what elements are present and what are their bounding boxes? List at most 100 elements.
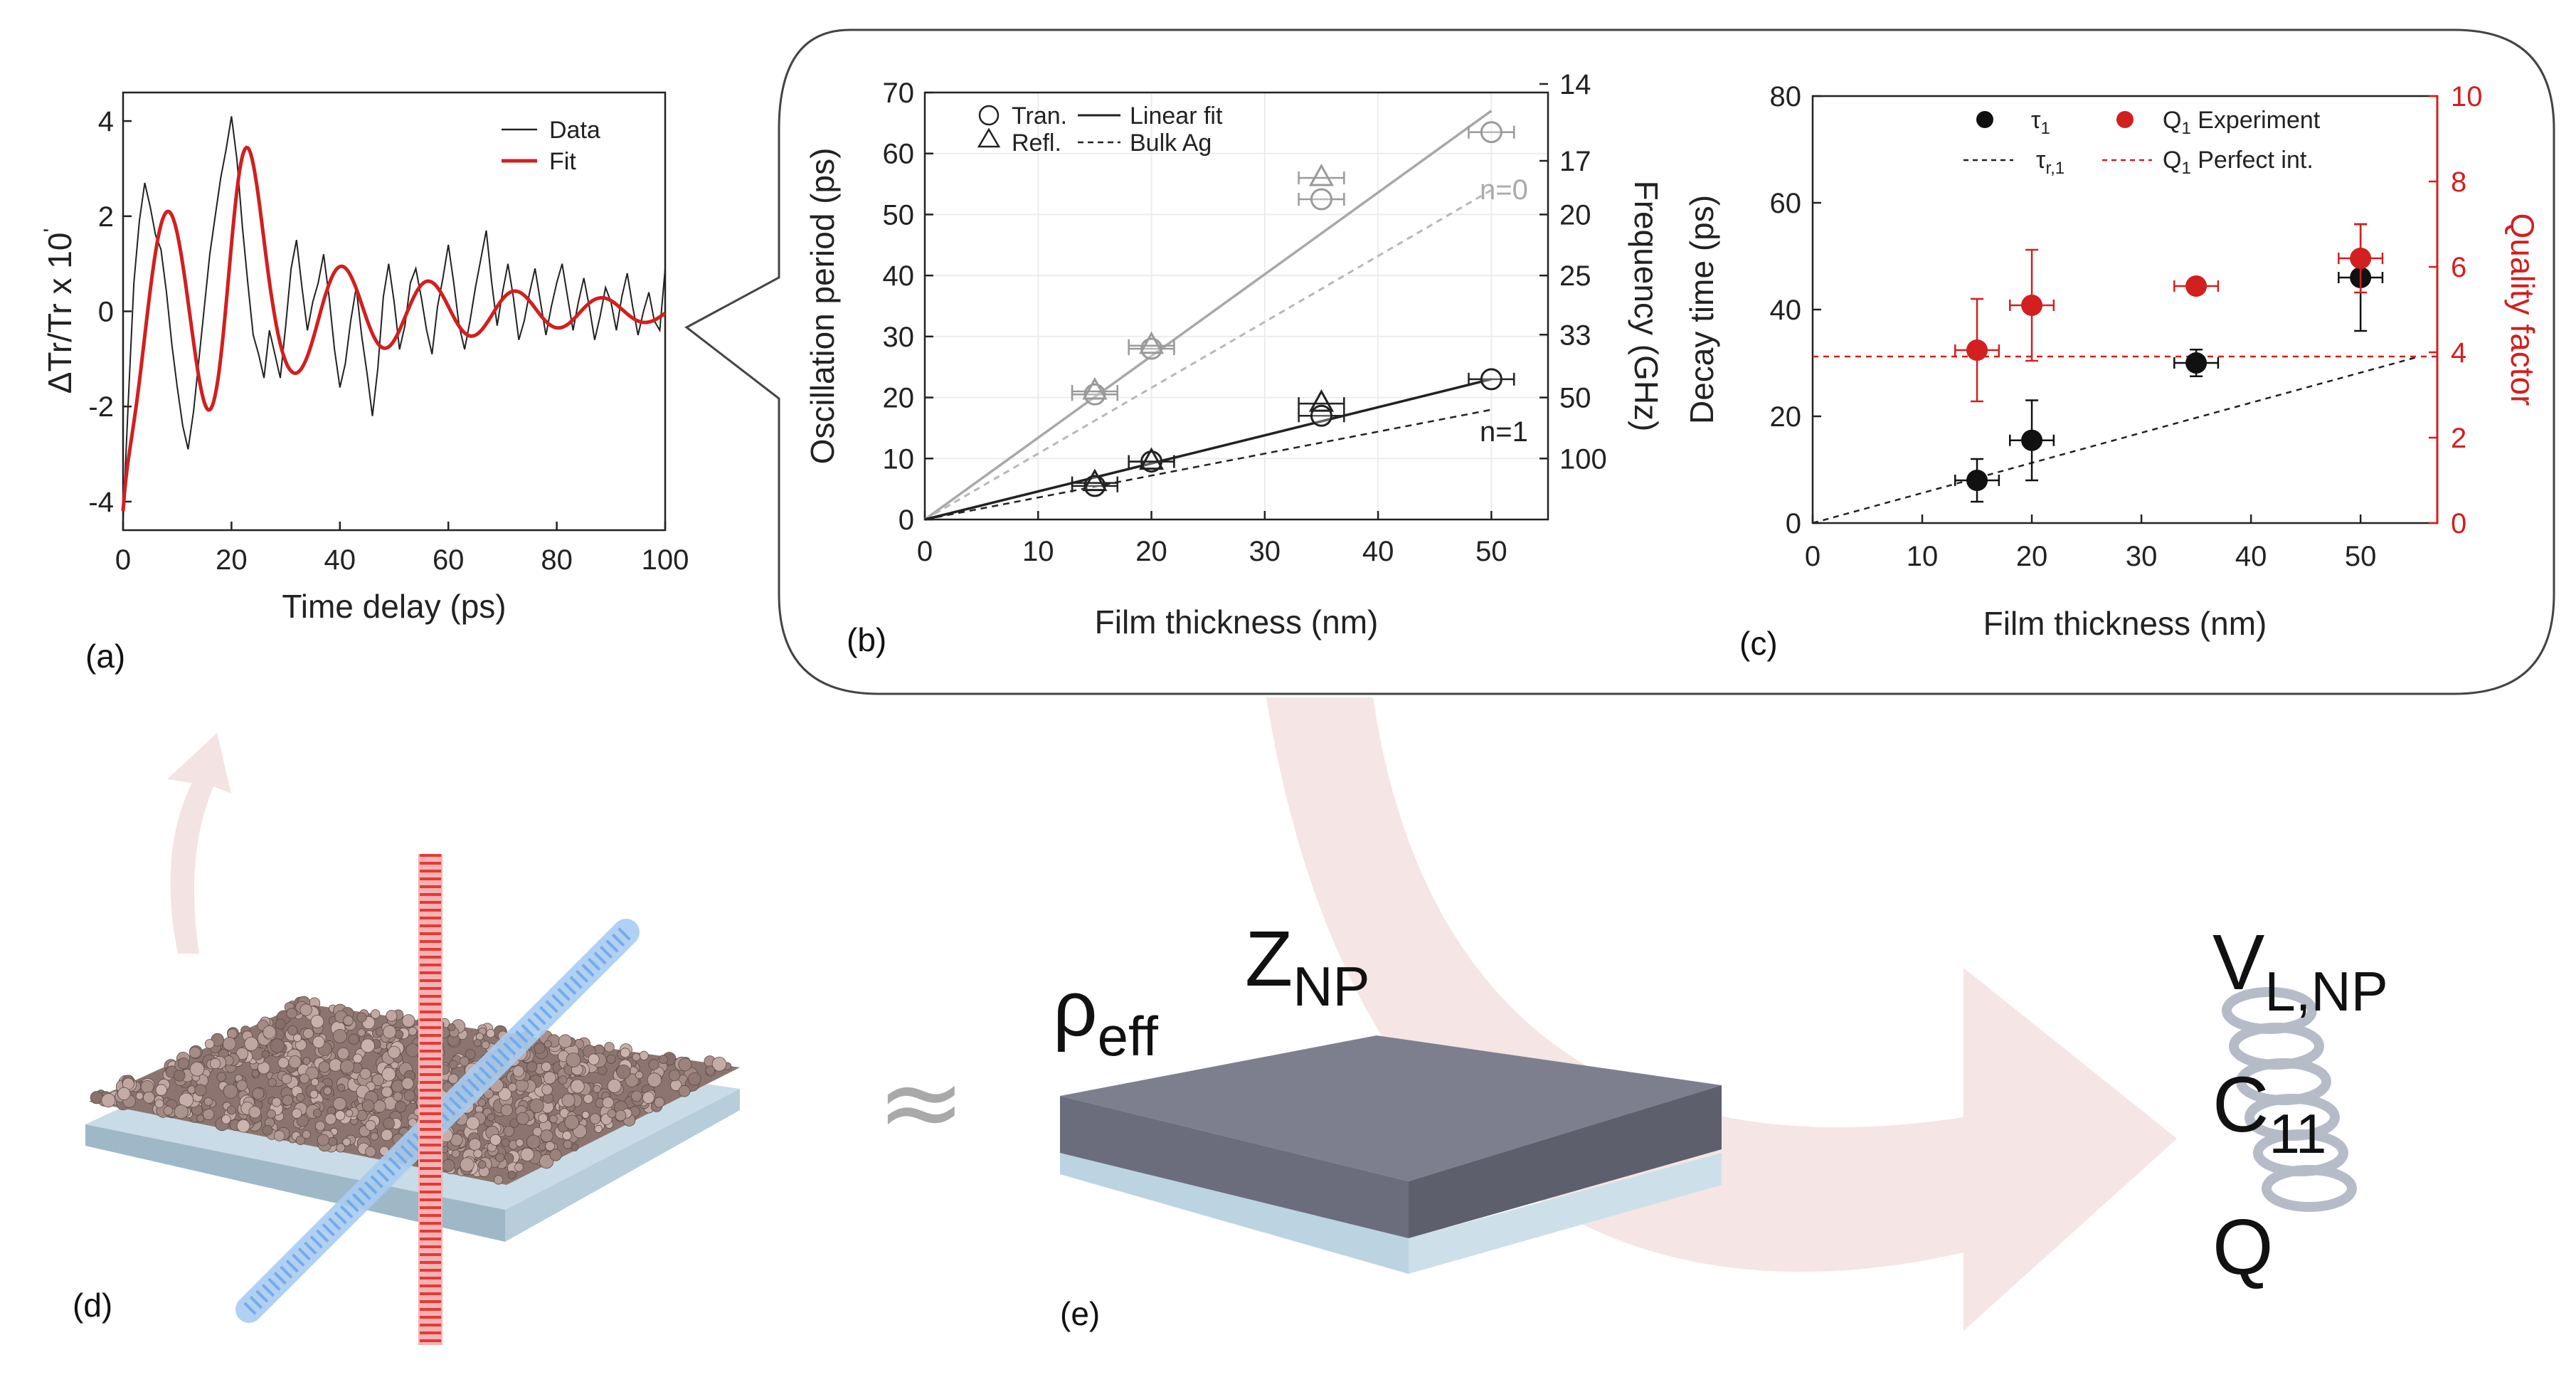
nanoparticle (275, 1018, 286, 1030)
nanoparticle (473, 1149, 482, 1159)
background-arrows (167, 697, 2177, 1331)
panel-c-point (2021, 295, 2043, 316)
nanoparticle (615, 1109, 627, 1122)
nanoparticle (604, 1042, 615, 1053)
panel-b-ytick-label: 20 (883, 383, 915, 414)
panel-b-legend-linear: Linear fit (1130, 102, 1223, 130)
panel-b-plot-area (923, 91, 1549, 521)
nanoparticle (678, 1085, 691, 1097)
panel-c-y2tick-label: 4 (2451, 337, 2466, 369)
panel-c-point (2350, 248, 2372, 269)
panel-c-xlabel: Film thickness (nm) (1983, 605, 2267, 642)
nanoparticle (534, 1043, 546, 1055)
nanoparticle (483, 1088, 494, 1099)
nanoparticle (293, 1033, 302, 1043)
panel-c-legend-q: Q1 Experiment (2163, 107, 2321, 138)
nanoparticle (402, 1014, 415, 1028)
nanoparticle (273, 1130, 285, 1141)
panel-c-xtick-label: 50 (2345, 541, 2377, 572)
panel-c-point (2185, 352, 2207, 374)
nanoparticle (362, 1099, 375, 1112)
nanoparticle (90, 1091, 103, 1104)
panel-b-legend-tran: Tran. (1012, 102, 1067, 130)
nanoparticle (711, 1057, 727, 1072)
panel-b-point-triangle (1138, 331, 1165, 354)
panel-a-fit-line (121, 145, 667, 512)
panel-b-legend-triangle (977, 127, 1001, 148)
panel-b-y2tick-label: 25 (1559, 260, 1591, 292)
nanoparticle (117, 1087, 131, 1101)
spring-icon (2222, 987, 2357, 1212)
panel-b-xtick-label: 30 (1249, 536, 1281, 567)
nanoparticle (501, 1138, 510, 1147)
nanoparticle (361, 1038, 375, 1053)
nanoparticle (371, 1009, 381, 1019)
nanoparticle (310, 1015, 324, 1028)
panel-b-point-circle (1480, 368, 1502, 391)
panel-c-legend-taur-sub: r,1 (2045, 159, 2064, 178)
panel-a-data-line (122, 116, 666, 521)
nanoparticle (309, 1090, 319, 1099)
nanoparticle (174, 1104, 189, 1119)
panel-a-ylabel-main: ΔTr/Tr x 10 (41, 233, 78, 394)
panel-c-point (1966, 339, 1988, 361)
nanoparticle (606, 1054, 616, 1064)
nanoparticle (288, 1055, 302, 1069)
nanoparticle (448, 1060, 458, 1070)
nanoparticle (135, 1092, 144, 1100)
nanoparticle (607, 1109, 617, 1119)
panel-b-ytick-label: 30 (883, 322, 915, 353)
slab-front (1060, 1096, 1409, 1238)
nanoparticle (408, 1026, 418, 1036)
nanoparticle (359, 1067, 371, 1080)
nanoparticle (287, 1025, 298, 1035)
panel-c-legend-qperf: Q1 Perfect int. (2163, 147, 2313, 178)
panel-c-ytick-label: 0 (1786, 508, 1801, 539)
panel-a-xtick-label: 40 (324, 544, 356, 576)
nanoparticle (248, 1106, 261, 1119)
nanoparticle (189, 1062, 205, 1077)
panel-b-legend-circle (978, 105, 1000, 126)
nanoparticle (365, 1146, 376, 1158)
nanoparticle (570, 1079, 585, 1094)
nanoparticle (371, 1073, 384, 1087)
output-v: VL,NP (2212, 919, 2388, 1023)
nanoparticle (544, 1040, 552, 1048)
nanoparticle (163, 1106, 174, 1116)
nanoparticle (314, 1121, 326, 1132)
nanoparticle (236, 1080, 248, 1092)
panel-b-y2tick-label: 14 (1559, 69, 1591, 100)
nanoparticle (101, 1093, 116, 1108)
panel-c-ytick-label: 60 (1770, 188, 1802, 219)
panel-c-legend-qperf-sub: 1 (2181, 159, 2190, 178)
panel-a-ytick-label: 0 (98, 297, 114, 328)
output-v-sub: L,NP (2264, 960, 2387, 1023)
panel-e-label: (e) (1060, 1295, 1100, 1332)
panel-b-xtick-label: 10 (1022, 536, 1054, 567)
nanoparticle (343, 1015, 354, 1026)
nanoparticle (381, 1067, 396, 1082)
nanoparticle (493, 1175, 504, 1185)
curved-arrow-large (1266, 697, 2177, 1331)
nanoparticle (540, 1129, 553, 1143)
nanoparticle (336, 1143, 346, 1153)
panel-b-fit-line (924, 189, 1493, 521)
nanoparticle (607, 1079, 622, 1093)
nanoparticle (447, 1023, 456, 1032)
nanoparticle (209, 1058, 221, 1070)
nanoparticle (281, 1073, 292, 1085)
nanoparticle (616, 1064, 631, 1080)
nanoparticle (631, 1090, 642, 1102)
panel-c-y2tick-label: 8 (2451, 167, 2466, 198)
nanoparticle (466, 1116, 480, 1130)
panel-a-label: (a) (85, 638, 125, 675)
nanoparticle (312, 1035, 325, 1048)
z-np-sym: Z (1245, 915, 1293, 1003)
nanoparticle (486, 1028, 495, 1038)
panel-c-legend-tau-sym: τ (2031, 107, 2041, 134)
panel-a-ylabel-exp: ' (40, 228, 63, 233)
panel-b-y2tick-label: 17 (1559, 146, 1591, 177)
nanoparticle (564, 1114, 580, 1130)
nanoparticle (386, 1010, 398, 1022)
panel-b-ytick-label: 50 (883, 199, 915, 231)
